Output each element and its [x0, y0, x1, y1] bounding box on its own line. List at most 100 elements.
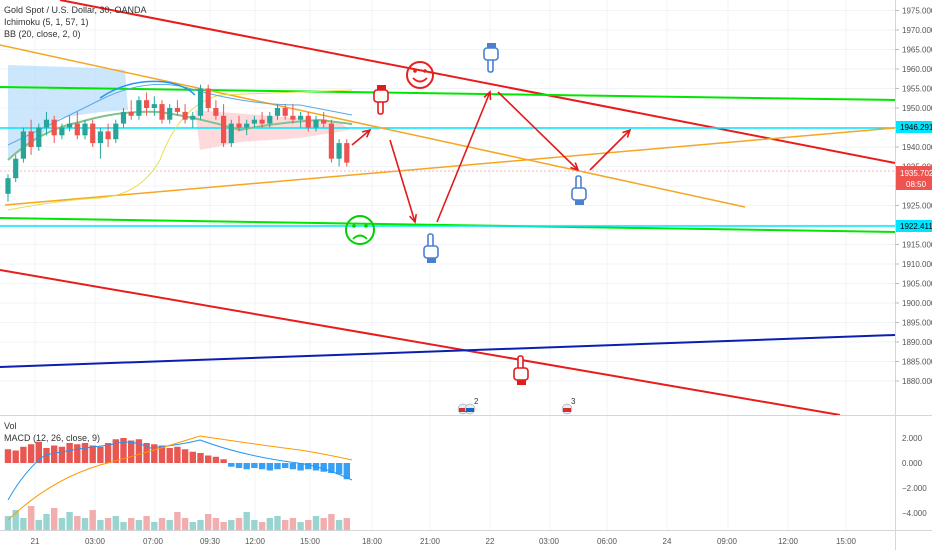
hand-cuff [575, 200, 584, 205]
macd-histogram-bar [166, 448, 173, 463]
volume-bar [274, 516, 281, 530]
price-tick-label: 1905.000 [902, 280, 932, 289]
candle [74, 123, 80, 136]
hand-palm [483, 47, 499, 61]
ichimoku-conversion-line [99, 80, 196, 99]
macd-histogram-bar [112, 439, 119, 463]
candle [344, 143, 350, 163]
pointing-hand-up-icon [571, 175, 587, 205]
macd-histogram-bar [174, 446, 181, 463]
candle [190, 115, 196, 120]
macd-histogram-bar [58, 446, 66, 463]
symbol-title[interactable]: Gold Spot / U.S. Dollar, 30, OANDA [4, 5, 147, 15]
path-arrow-3-head [483, 90, 492, 101]
event-marker-flag[interactable]: 2 [457, 397, 479, 415]
candle [97, 131, 103, 144]
price-axis[interactable]: 1975.000 1970.000 1965.000 1960.000 1955.000… [895, 7, 932, 519]
candle [120, 111, 127, 124]
volume-bar [43, 514, 50, 530]
last-price-text: 1935.702 [900, 169, 932, 178]
candle [274, 108, 281, 116]
time-tick-label: 06:00 [597, 537, 618, 546]
candle [36, 127, 42, 147]
path-arrow-1 [351, 129, 371, 146]
volume-bar [282, 520, 289, 530]
sad-face-mouth [352, 234, 368, 240]
hand-cuff [427, 258, 436, 263]
cyan-bottom-price-text: 1922.411 [900, 222, 932, 231]
hand-palm [373, 89, 389, 103]
volume-bar [135, 520, 143, 530]
macd-histogram-bar [243, 463, 250, 470]
event-marker-flag[interactable]: 3 [561, 397, 576, 415]
price-tick-label: 1925.000 [902, 202, 932, 211]
candle [259, 119, 265, 124]
candle [136, 100, 142, 116]
candle [174, 108, 180, 112]
bar-countdown: 08:50 [906, 180, 927, 189]
volume-bar [120, 522, 127, 530]
blue-support-line [0, 334, 896, 368]
candle [205, 88, 211, 108]
price-tick-label: 1885.000 [902, 358, 932, 367]
macd-histogram-bar [89, 445, 96, 463]
volume-bar [220, 522, 227, 530]
price-tick-label: 1965.000 [902, 46, 932, 55]
candle [151, 104, 157, 108]
macd-histogram-bar [97, 446, 104, 463]
candle [159, 104, 165, 120]
macd-legend[interactable]: MACD (12, 26, close, 9) [4, 433, 100, 443]
ichimoku-legend[interactable]: Ichimoku (5, 1, 57, 1) [4, 17, 89, 27]
macd-histogram-bar [120, 438, 127, 463]
volume-bar [12, 510, 19, 530]
candle [298, 115, 304, 120]
hand-palm [571, 187, 587, 201]
candle [51, 119, 57, 136]
candle [113, 123, 119, 140]
macd-histogram-bar [335, 463, 343, 475]
sad-face-icon [345, 215, 375, 245]
volume-bar [312, 516, 320, 530]
volume-bar [212, 518, 220, 530]
macd-signal-line [7, 435, 353, 521]
drawings-layer [0, 0, 896, 416]
volume-bar [128, 518, 135, 530]
path-arrow-1-head [362, 128, 372, 138]
macd-line [7, 439, 353, 501]
happy-face-icon [406, 61, 434, 89]
volume-bar [335, 520, 343, 530]
candle [336, 143, 342, 159]
volume-bar [58, 518, 66, 530]
macd-histogram-bar [320, 463, 327, 472]
cyan-top-price-text: 1946.291 [900, 123, 932, 132]
price-tick-label: 1895.000 [902, 319, 932, 328]
volume-bar [143, 516, 150, 530]
time-axis[interactable]: 21 03:00 07:00 09:30 12:00 15:00 18:00 21:00 22 0… [31, 537, 857, 546]
macd-histogram-bar [220, 459, 227, 463]
macd-histogram-bar [35, 441, 42, 463]
vol-legend[interactable]: Vol [4, 421, 17, 431]
price-tick-label: 1880.000 [902, 377, 932, 386]
path-arrow-5-head [622, 128, 632, 138]
macd-histogram-bar [266, 463, 273, 471]
bb-legend[interactable]: BB (20, close, 2, 0) [4, 29, 81, 39]
volume-bar [289, 518, 297, 530]
pointing-hand-down-icon [483, 43, 499, 73]
resistance-trendline [59, 0, 896, 164]
volume-bar [189, 522, 196, 530]
time-tick-label: 03:00 [85, 537, 106, 546]
macd-tick-label: 2.000 [902, 434, 923, 443]
macd-histogram-bar [343, 463, 350, 480]
pointing-hand-up-red-icon [513, 355, 529, 385]
volume-bar [51, 508, 58, 530]
macd-histogram-bar [128, 440, 135, 463]
time-tick-label: 22 [486, 537, 495, 546]
candle [43, 119, 50, 128]
price-tick-label: 1975.000 [902, 7, 932, 16]
volume-bar [251, 520, 258, 530]
macd-histogram-bar [151, 444, 158, 463]
candle [321, 119, 327, 124]
macd-histogram-bar [74, 444, 81, 463]
path-arrow-4-head [570, 162, 580, 172]
